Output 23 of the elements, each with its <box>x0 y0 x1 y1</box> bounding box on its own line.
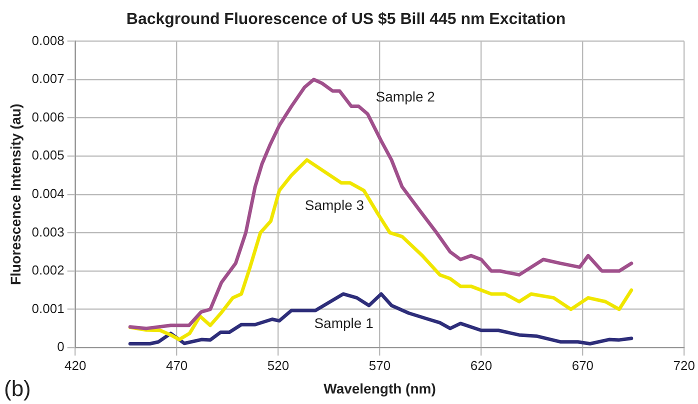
text: (b) <box>4 376 31 402</box>
chart-title: Background Fluorescence of US $5 Bill 445 nm Excitation <box>126 11 566 28</box>
x-axis-title: Wavelength (nm) <box>324 380 436 396</box>
y-tick-label: 0.003 <box>32 224 64 240</box>
x-tick-label: 520 <box>267 358 290 373</box>
series-label: Sample 3 <box>304 196 364 213</box>
x-tick-label: 720 <box>673 358 696 373</box>
y-tick-label: 0.004 <box>32 186 64 201</box>
y-tick-label: 0 <box>57 339 64 354</box>
y-tick-label: 0.006 <box>32 109 64 124</box>
x-tick-label: 620 <box>470 358 492 373</box>
y-tick-label: 0.007 <box>32 71 64 86</box>
y-tick-label: 0.002 <box>32 262 64 278</box>
series-label: Sample 2 <box>376 88 436 104</box>
y-axis-title: Fluorescence Intensity (au) <box>7 104 24 286</box>
x-tick-label: 470 <box>166 358 188 373</box>
y-tick-label: 0.001 <box>32 300 64 316</box>
series-label: Sample 1 <box>314 314 374 331</box>
y-tick-label: 0.005 <box>32 148 64 163</box>
x-tick-label: 570 <box>368 358 391 373</box>
y-tick-label: 0.008 <box>32 32 64 48</box>
x-tick-label: 420 <box>64 358 86 373</box>
x-tick-label: 670 <box>572 358 594 373</box>
